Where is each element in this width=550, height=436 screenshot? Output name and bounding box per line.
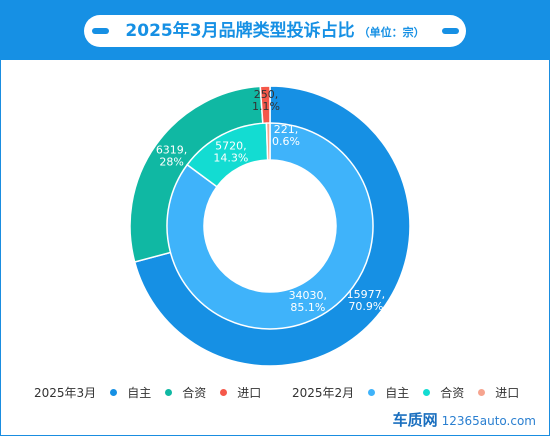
- inner-slice-2: [265, 122, 271, 161]
- legend-swatch-icon: [165, 389, 173, 396]
- inner-slice-0: [166, 122, 374, 330]
- legend-period-0: 2025年3月: [34, 386, 97, 400]
- outer-slice-label-2: 250, 1.1%: [252, 88, 280, 113]
- outer-slice-label-0: 15977, 70.9%: [347, 288, 386, 313]
- legend-label: 进口: [237, 386, 262, 400]
- legend-item-0-1: 合资: [165, 384, 206, 402]
- legend-label: 进口: [495, 386, 520, 400]
- legend-item-1-2: 进口: [478, 384, 519, 402]
- legend-label: 合资: [440, 386, 465, 400]
- title-pill: [84, 15, 466, 47]
- inner-slice-label-2: 221, 0.6%: [272, 123, 300, 148]
- outer-slice-label-1: 6319, 28%: [156, 144, 188, 169]
- legend-swatch-icon: [423, 389, 431, 396]
- legend-item-0-2: 进口: [220, 384, 261, 402]
- legend-period-1: 2025年2月: [292, 386, 355, 400]
- inner-slice-label-1: 5720, 14.3%: [213, 140, 248, 165]
- legend-swatch-icon: [110, 389, 118, 396]
- legend-item-1-1: 合资: [423, 384, 464, 402]
- chart-title: 2025年3月品牌类型投诉占比 （单位：宗）: [112, 18, 438, 44]
- watermark-url: 12365auto.com: [441, 414, 536, 428]
- legend-swatch-icon: [220, 389, 228, 396]
- legend-march: 2025年3月 自主 合资 进口: [34, 384, 275, 402]
- legend-swatch-icon: [478, 389, 486, 396]
- inner-slice-label-0: 34030, 85.1%: [289, 289, 328, 314]
- legend-label: 自主: [127, 386, 152, 400]
- legend-item-1-0: 自主: [368, 384, 409, 402]
- chart-title-main: 2025年3月品牌类型投诉占比: [125, 21, 355, 41]
- legend-label: 自主: [385, 386, 410, 400]
- title-right-bar-icon: [442, 28, 459, 34]
- legend-label: 合资: [182, 386, 207, 400]
- chart-title-unit: （单位：宗）: [358, 26, 425, 39]
- watermark-brand: 车质网: [392, 411, 438, 429]
- watermark: 车质网 12365auto.com: [393, 409, 536, 430]
- legend-swatch-icon: [368, 389, 376, 396]
- title-left-bar-icon: [92, 28, 109, 34]
- legend-february: 2025年2月 自主 合资 进口: [292, 384, 533, 402]
- legend-item-0-0: 自主: [110, 384, 151, 402]
